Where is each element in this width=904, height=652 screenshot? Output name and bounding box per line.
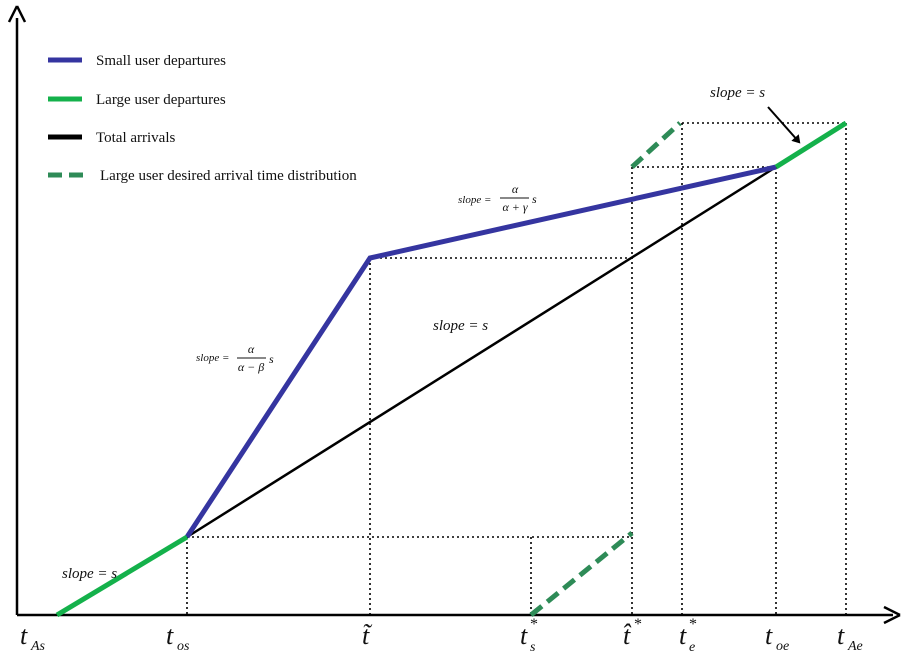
tick-main: t bbox=[166, 621, 174, 650]
tick-subscript: e bbox=[689, 640, 695, 652]
slope-label-end: slope = s bbox=[710, 85, 765, 101]
legend-label-desired: Large user desired arrival time distribu… bbox=[100, 168, 357, 184]
slope-gamma-prefix: slope = bbox=[458, 194, 491, 206]
guide-lines bbox=[186, 122, 847, 615]
tick-main: t bbox=[765, 621, 773, 650]
small-user-departures-line bbox=[184, 164, 777, 539]
tick-t-as: t As bbox=[20, 621, 46, 652]
tick-t-os: t os bbox=[166, 621, 190, 652]
legend-label-total: Total arrivals bbox=[96, 130, 175, 146]
tick-main: t bbox=[520, 621, 528, 650]
slope-label-gamma: slope = α α + γ s bbox=[458, 182, 537, 214]
slope-beta-denominator: α − β bbox=[238, 360, 264, 374]
total-arrivals-line bbox=[186, 165, 777, 539]
slope-gamma-suffix: s bbox=[532, 192, 537, 206]
tick-main: t̂ bbox=[623, 621, 632, 650]
tick-superscript: * bbox=[689, 616, 697, 633]
large-user-departures-line-start bbox=[55, 534, 189, 618]
tick-superscript: * bbox=[530, 616, 538, 633]
slope-label-total: slope = s bbox=[433, 318, 488, 334]
tick-main: t bbox=[837, 621, 845, 650]
slope-beta-prefix: slope = bbox=[196, 352, 229, 364]
slope-beta-suffix: s bbox=[269, 352, 274, 366]
tick-t-ae: t Ae bbox=[837, 621, 863, 652]
tick-t-e-star: t e * bbox=[679, 616, 697, 652]
y-axis-arrow-icon bbox=[7, 5, 27, 23]
slope-label-start: slope = s bbox=[62, 566, 117, 582]
tick-subscript: Ae bbox=[847, 639, 863, 652]
slope-gamma-denominator: α + γ bbox=[502, 200, 527, 214]
tick-subscript: As bbox=[30, 639, 46, 652]
slope-beta-numerator: α bbox=[248, 342, 255, 356]
slope-label-beta: slope = α α − β s bbox=[196, 342, 274, 374]
x-axis-arrow-icon bbox=[883, 605, 901, 625]
tick-subscript: oe bbox=[776, 639, 789, 652]
tick-main: t bbox=[20, 621, 28, 650]
slope-pointer-arrow bbox=[767, 106, 801, 144]
desired-arrival-line-lower bbox=[529, 531, 634, 617]
legend-label-large: Large user departures bbox=[96, 92, 226, 108]
legend: Small user departures Large user departu… bbox=[48, 53, 357, 184]
legend-label-small: Small user departures bbox=[96, 53, 226, 69]
slope-gamma-numerator: α bbox=[512, 182, 519, 196]
tick-main: t bbox=[679, 621, 687, 650]
tick-t-hat-star: t̂ * bbox=[623, 616, 642, 650]
tick-t-tilde: t̃ bbox=[362, 621, 373, 650]
desired-arrival-line-upper bbox=[630, 121, 682, 169]
tick-superscript: * bbox=[634, 616, 642, 633]
tick-subscript: s bbox=[530, 640, 536, 652]
tick-t-s-star: t s * bbox=[520, 616, 538, 652]
tick-main: t̃ bbox=[362, 621, 373, 650]
large-user-departures-line-end bbox=[774, 120, 848, 170]
tick-subscript: os bbox=[177, 639, 190, 652]
tick-t-oe: t oe bbox=[765, 621, 789, 652]
